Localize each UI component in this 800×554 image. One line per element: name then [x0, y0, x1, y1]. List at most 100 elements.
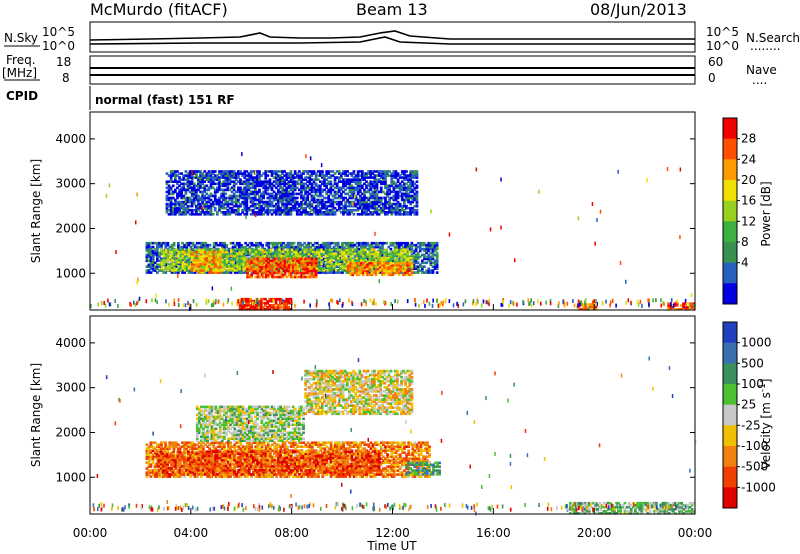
- power-cell: [364, 269, 367, 273]
- power-cell: [334, 269, 338, 272]
- power-cell: [165, 194, 169, 198]
- power-cell: [218, 172, 221, 175]
- power-cell: [357, 247, 361, 251]
- power-cell: [149, 247, 153, 251]
- power-cell: [431, 253, 435, 257]
- power-cell: [240, 250, 244, 254]
- power-cell: [306, 184, 310, 188]
- power-cell: [410, 273, 414, 277]
- power-cell: [283, 192, 286, 196]
- power-cell: [191, 241, 195, 245]
- power-cell: [266, 208, 270, 212]
- power-cell: [358, 258, 361, 262]
- power-cell: [358, 213, 362, 216]
- power-cell: [431, 241, 435, 245]
- power-cell: [238, 260, 241, 264]
- power-cell: [324, 254, 328, 258]
- power-cell: [379, 252, 382, 256]
- power-cell: [289, 275, 293, 279]
- power-cell: [254, 269, 258, 273]
- power-cell: [347, 271, 351, 274]
- power-cell: [369, 200, 373, 204]
- power-cell: [203, 261, 207, 264]
- power-cell: [306, 269, 310, 273]
- power-cell: [234, 198, 238, 202]
- power-cell: [403, 211, 406, 214]
- power-cell: [368, 256, 372, 260]
- power-cell: [369, 172, 373, 175]
- power-cell: [287, 297, 291, 301]
- power-cell: [245, 301, 248, 305]
- power-cell: [241, 180, 244, 183]
- power-cell: [269, 267, 272, 271]
- power-cell: [327, 194, 331, 198]
- power-cell: [310, 178, 314, 181]
- power-cell: [222, 172, 225, 175]
- power-cell: [291, 206, 295, 210]
- power-cell: [427, 257, 431, 261]
- power-cell: [160, 248, 164, 252]
- power-cell: [218, 196, 221, 200]
- power-cell: [406, 267, 409, 270]
- power-cell: [393, 267, 397, 270]
- power-cell: [174, 198, 177, 202]
- power-cell: [341, 264, 344, 268]
- power-cell: [285, 263, 289, 267]
- power-cell: [302, 257, 305, 261]
- power-cell: [343, 264, 346, 268]
- power-cell: [310, 261, 314, 265]
- power-cell: [316, 267, 319, 270]
- power-cell: [281, 188, 284, 192]
- power-cell: [281, 267, 285, 271]
- power-cell: [224, 180, 228, 183]
- power-cell: [345, 269, 349, 272]
- power-cell: [246, 253, 250, 257]
- power-cell: [287, 267, 291, 271]
- power-cell: [386, 200, 389, 204]
- power-cell: [197, 202, 200, 206]
- power-cell: [176, 208, 179, 212]
- power-cell: [212, 243, 216, 247]
- power-cell: [390, 190, 394, 194]
- power-cell: [367, 172, 370, 175]
- power-cell: [396, 180, 400, 183]
- power-cell: [390, 176, 394, 179]
- power-cell: [299, 267, 302, 270]
- power-cell: [232, 211, 236, 214]
- power-cell: [247, 194, 251, 198]
- power-cell: [319, 213, 322, 216]
- power-cell: [348, 213, 352, 216]
- power-cell: [283, 211, 286, 214]
- power-cell: [373, 194, 377, 198]
- power-cell: [358, 184, 362, 188]
- power-cell: [332, 269, 336, 272]
- power-cell: [190, 267, 194, 270]
- power-cell: [249, 308, 252, 311]
- power-cell: [171, 213, 175, 216]
- power-cell: [253, 190, 257, 194]
- power-cell: [264, 182, 268, 186]
- power-cell: [298, 208, 301, 212]
- power-cell: [322, 253, 325, 257]
- power-cell: [221, 271, 224, 274]
- power-cell: [364, 243, 367, 247]
- noise-right-label: N.Search: [746, 31, 800, 45]
- power-cell: [182, 176, 186, 179]
- power-cell: [384, 176, 387, 179]
- power-cell: [337, 256, 340, 260]
- power-cell: [271, 261, 274, 265]
- power-cell: [250, 250, 254, 254]
- power-cell: [281, 306, 284, 309]
- power-cell: [368, 260, 372, 264]
- power-cell: [389, 265, 393, 269]
- power-cell: [349, 258, 353, 262]
- power-cell: [328, 254, 332, 258]
- power-cell: [391, 243, 395, 247]
- power-cell: [279, 192, 282, 196]
- power-cell: [373, 190, 377, 194]
- power-cell: [178, 176, 181, 179]
- power-cell: [335, 202, 339, 206]
- power-cell: [166, 262, 170, 266]
- power-cell: [213, 196, 217, 200]
- power-cell: [342, 206, 345, 210]
